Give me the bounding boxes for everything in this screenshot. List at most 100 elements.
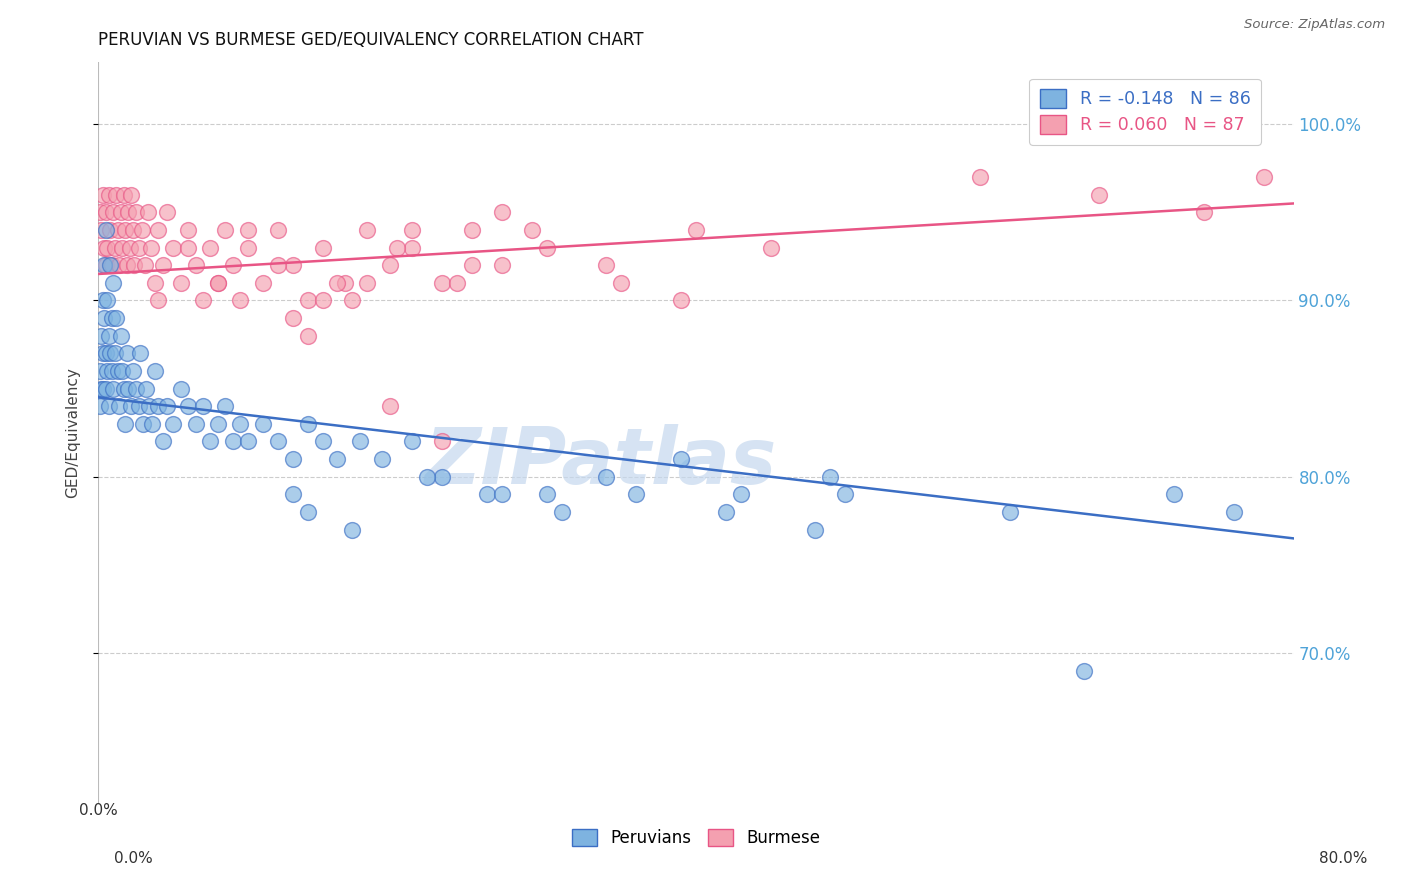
Point: [128, 399, 150, 413]
Point: [94, 258, 117, 272]
Point: [550, 505, 572, 519]
Point: [121, 364, 143, 378]
Point: [491, 205, 513, 219]
Point: [536, 240, 558, 254]
Point: [356, 276, 378, 290]
Point: [98, 223, 122, 237]
Point: [132, 417, 155, 431]
Point: [101, 364, 124, 378]
Point: [491, 487, 513, 501]
Point: [311, 240, 333, 254]
Point: [89, 205, 111, 219]
Point: [177, 240, 200, 254]
Point: [184, 417, 207, 431]
Point: [1088, 187, 1111, 202]
Point: [89, 399, 111, 413]
Point: [115, 258, 138, 272]
Point: [214, 223, 236, 237]
Point: [311, 293, 333, 308]
Point: [342, 293, 364, 308]
Point: [461, 258, 484, 272]
Point: [90, 223, 112, 237]
Point: [89, 364, 111, 378]
Point: [491, 258, 513, 272]
Point: [200, 240, 222, 254]
Point: [98, 346, 122, 360]
Point: [93, 258, 115, 272]
Point: [297, 505, 319, 519]
Point: [222, 258, 245, 272]
Point: [125, 205, 148, 219]
Point: [610, 276, 633, 290]
Point: [595, 258, 617, 272]
Point: [177, 223, 200, 237]
Point: [139, 240, 162, 254]
Point: [101, 311, 124, 326]
Text: PERUVIAN VS BURMESE GED/EQUIVALENCY CORRELATION CHART: PERUVIAN VS BURMESE GED/EQUIVALENCY CORR…: [98, 31, 644, 49]
Point: [333, 276, 356, 290]
Point: [326, 276, 349, 290]
Point: [91, 346, 114, 360]
Point: [148, 293, 170, 308]
Point: [685, 223, 707, 237]
Point: [595, 469, 617, 483]
Point: [104, 240, 127, 254]
Point: [110, 205, 132, 219]
Point: [120, 187, 142, 202]
Point: [138, 399, 160, 413]
Point: [184, 258, 207, 272]
Point: [378, 258, 401, 272]
Text: 80.0%: 80.0%: [1319, 851, 1367, 865]
Point: [475, 487, 498, 501]
Point: [969, 169, 991, 184]
Point: [156, 399, 179, 413]
Point: [128, 240, 150, 254]
Point: [114, 417, 136, 431]
Point: [110, 328, 132, 343]
Point: [120, 399, 142, 413]
Point: [143, 276, 166, 290]
Point: [430, 434, 453, 449]
Point: [222, 434, 245, 449]
Point: [385, 240, 409, 254]
Point: [117, 382, 139, 396]
Point: [96, 240, 118, 254]
Point: [834, 487, 856, 501]
Point: [94, 346, 117, 360]
Text: ZIPatlas: ZIPatlas: [425, 425, 776, 500]
Point: [134, 258, 156, 272]
Point: [401, 240, 423, 254]
Point: [281, 452, 304, 467]
Point: [90, 382, 112, 396]
Point: [152, 434, 174, 449]
Point: [281, 487, 304, 501]
Point: [371, 452, 394, 467]
Point: [401, 223, 423, 237]
Point: [114, 223, 136, 237]
Point: [101, 258, 124, 272]
Point: [94, 382, 117, 396]
Point: [281, 258, 304, 272]
Point: [378, 399, 401, 413]
Point: [342, 523, 364, 537]
Point: [191, 293, 214, 308]
Point: [267, 434, 290, 449]
Point: [1223, 505, 1246, 519]
Point: [236, 240, 259, 254]
Point: [804, 523, 827, 537]
Point: [297, 328, 319, 343]
Point: [207, 276, 229, 290]
Point: [148, 399, 170, 413]
Point: [297, 417, 319, 431]
Point: [311, 434, 333, 449]
Point: [1192, 205, 1215, 219]
Point: [125, 382, 148, 396]
Point: [107, 364, 129, 378]
Point: [162, 240, 184, 254]
Point: [96, 364, 118, 378]
Point: [1163, 487, 1185, 501]
Point: [520, 223, 543, 237]
Point: [141, 417, 163, 431]
Point: [162, 417, 184, 431]
Point: [124, 258, 146, 272]
